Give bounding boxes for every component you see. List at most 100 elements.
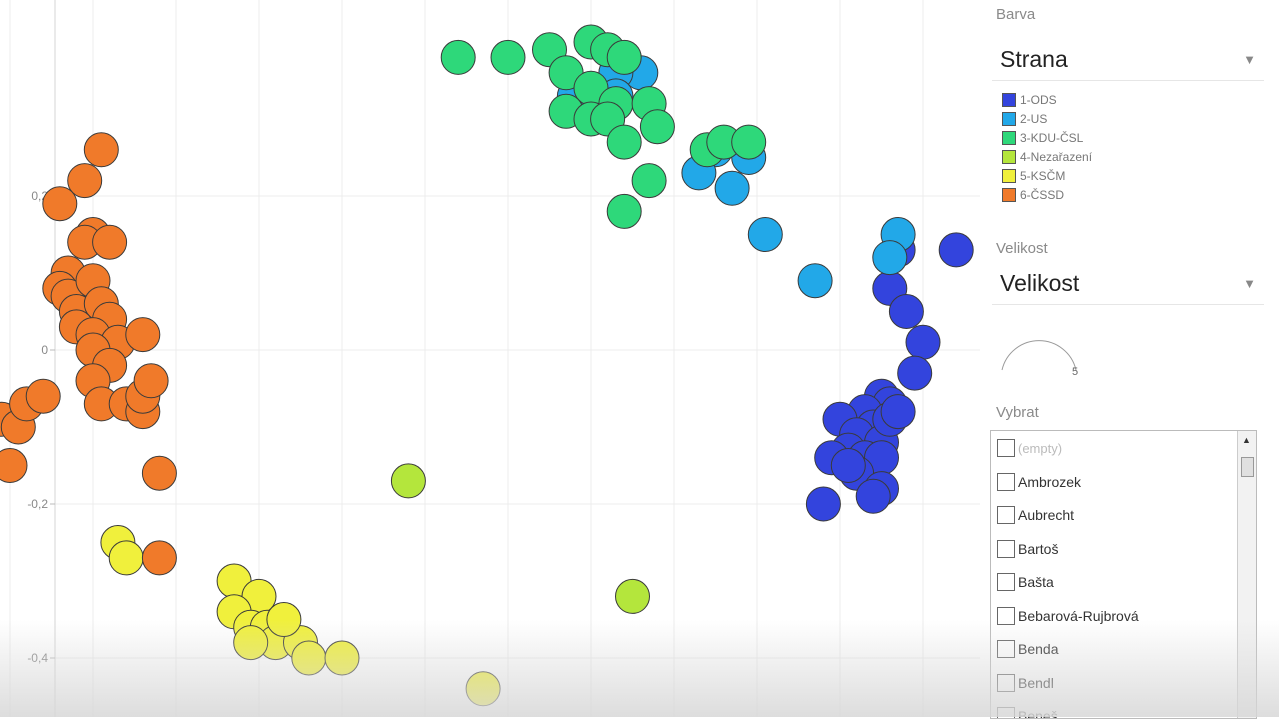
list-item-label: Bebarová-Rujbrová bbox=[1018, 607, 1139, 624]
chevron-down-icon: ▼ bbox=[1243, 52, 1256, 67]
data-point[interactable] bbox=[465, 671, 501, 707]
data-point[interactable] bbox=[639, 109, 675, 145]
list-item[interactable]: Benda bbox=[997, 638, 1058, 660]
legend-entry[interactable]: 4-Nezařazení bbox=[1002, 147, 1092, 166]
legend-swatch bbox=[1002, 168, 1016, 183]
list-item-label: Bašta bbox=[1018, 574, 1054, 590]
data-point[interactable] bbox=[67, 163, 103, 199]
list-item[interactable]: (empty) bbox=[997, 437, 1062, 459]
data-point[interactable] bbox=[0, 448, 28, 483]
data-point[interactable] bbox=[905, 324, 941, 360]
list-item-checkbox[interactable] bbox=[997, 573, 1015, 591]
data-point[interactable] bbox=[615, 578, 650, 614]
data-point[interactable] bbox=[92, 224, 128, 260]
list-item[interactable]: Bašta bbox=[997, 571, 1054, 593]
data-point[interactable] bbox=[390, 463, 426, 499]
list-item[interactable]: Bebarová-Rujbrová bbox=[997, 605, 1139, 627]
legend-swatch bbox=[1002, 149, 1016, 164]
chevron-down-icon: ▼ bbox=[1243, 276, 1256, 291]
scroll-up-icon[interactable]: ▲ bbox=[1242, 435, 1251, 445]
size-dial[interactable]: 5 bbox=[998, 314, 1088, 384]
data-point[interactable] bbox=[324, 640, 360, 676]
data-point[interactable] bbox=[714, 170, 750, 206]
legend-label: 5-KSČM bbox=[1020, 168, 1066, 183]
list-item-label: Benda bbox=[1018, 641, 1059, 657]
data-point[interactable] bbox=[855, 478, 891, 514]
data-point[interactable] bbox=[938, 232, 974, 268]
list-item-checkbox[interactable] bbox=[997, 640, 1015, 658]
legend-label: 3-KDU-ČSL bbox=[1020, 130, 1084, 145]
list-item[interactable]: Bartoš bbox=[997, 538, 1058, 560]
list-item-label: Aubrecht bbox=[1018, 507, 1075, 523]
legend-entry[interactable]: 5-KSČM bbox=[1002, 166, 1092, 185]
size-label: Velikost bbox=[996, 240, 1048, 257]
data-point[interactable] bbox=[747, 217, 783, 252]
color-legend: 1-ODS 2-US 3-KDU-ČSL 4-Nezařazení 5-KSČM 6-ČS… bbox=[1002, 90, 1092, 204]
legend-swatch bbox=[1002, 111, 1016, 126]
data-point[interactable] bbox=[233, 625, 269, 661]
select-label: Vybrat bbox=[996, 404, 1039, 421]
list-item[interactable]: Ambrozek bbox=[997, 471, 1081, 493]
list-item[interactable]: Bendl bbox=[997, 672, 1054, 694]
control-panel: Barva Strana ▼ 1-ODS 2-US 3-KDU-ČSL 4-Nezař… bbox=[982, 0, 1279, 719]
scroll-thumb[interactable] bbox=[1241, 457, 1254, 477]
data-point[interactable] bbox=[266, 602, 302, 637]
data-points bbox=[0, 24, 974, 707]
list-item-checkbox[interactable] bbox=[997, 606, 1015, 625]
data-point[interactable] bbox=[141, 455, 177, 491]
list-item-checkbox[interactable] bbox=[997, 506, 1015, 524]
size-dial-arc bbox=[1001, 340, 1077, 371]
data-point[interactable] bbox=[125, 317, 161, 353]
list-scrollbar[interactable]: ▲ bbox=[1237, 431, 1256, 718]
data-point[interactable] bbox=[606, 39, 642, 75]
size-select[interactable]: Velikost ▼ bbox=[992, 266, 1264, 305]
data-point[interactable] bbox=[606, 193, 642, 229]
scatter-chart: 0,20-0,2-0,4 bbox=[0, 0, 980, 717]
data-point[interactable] bbox=[805, 486, 841, 522]
data-point[interactable] bbox=[108, 540, 144, 576]
legend-entry[interactable]: 1-ODS bbox=[1002, 90, 1092, 109]
y-tick-label: 0 bbox=[41, 343, 48, 357]
color-select[interactable]: Strana ▼ bbox=[992, 42, 1264, 81]
list-item-label: (empty) bbox=[1018, 440, 1063, 456]
data-point[interactable] bbox=[133, 363, 169, 399]
data-point[interactable] bbox=[141, 540, 177, 576]
list-item-checkbox[interactable] bbox=[997, 707, 1015, 718]
legend-swatch bbox=[1002, 130, 1016, 145]
data-point[interactable] bbox=[25, 378, 61, 414]
list-item-label: Bartoš bbox=[1018, 540, 1059, 557]
data-point[interactable] bbox=[888, 294, 924, 329]
legend-entry[interactable]: 2-US bbox=[1002, 109, 1092, 128]
list-item-label: Ambrozek bbox=[1018, 473, 1082, 490]
data-point[interactable] bbox=[631, 163, 667, 199]
color-select-value: Strana bbox=[1000, 46, 1068, 72]
legend-label: 6-ČSSD bbox=[1020, 187, 1065, 202]
size-dial-value: 5 bbox=[1072, 366, 1079, 378]
list-item-checkbox[interactable] bbox=[997, 472, 1015, 491]
member-select-list[interactable]: (empty) Ambrozek Aubrecht Bartoš Bašta Bebaro… bbox=[990, 430, 1257, 719]
data-point[interactable] bbox=[830, 448, 866, 483]
list-item-checkbox[interactable] bbox=[997, 539, 1015, 558]
list-item-label: Bendl bbox=[1018, 674, 1054, 691]
y-tick-label: -0,2 bbox=[27, 497, 48, 511]
data-point[interactable] bbox=[731, 124, 767, 160]
color-label: Barva bbox=[996, 6, 1036, 23]
data-point[interactable] bbox=[797, 263, 833, 299]
data-point[interactable] bbox=[880, 394, 916, 430]
data-point[interactable] bbox=[83, 132, 119, 168]
data-point[interactable] bbox=[291, 640, 327, 676]
legend-entry[interactable]: 6-ČSSD bbox=[1002, 185, 1092, 204]
legend-entry[interactable]: 3-KDU-ČSL bbox=[1002, 128, 1092, 147]
data-point[interactable] bbox=[42, 186, 78, 222]
y-tick-label: -0,4 bbox=[27, 651, 48, 665]
list-item-checkbox[interactable] bbox=[997, 439, 1015, 457]
list-item[interactable]: Aubrecht bbox=[997, 504, 1074, 526]
data-point[interactable] bbox=[897, 355, 933, 391]
list-item-checkbox[interactable] bbox=[997, 673, 1015, 692]
legend-label: 1-ODS bbox=[1020, 92, 1057, 107]
list-item-label: Beneš bbox=[1018, 708, 1058, 719]
data-point[interactable] bbox=[440, 39, 476, 75]
data-point[interactable] bbox=[606, 124, 642, 160]
data-point[interactable] bbox=[490, 39, 526, 75]
data-point[interactable] bbox=[872, 240, 908, 276]
